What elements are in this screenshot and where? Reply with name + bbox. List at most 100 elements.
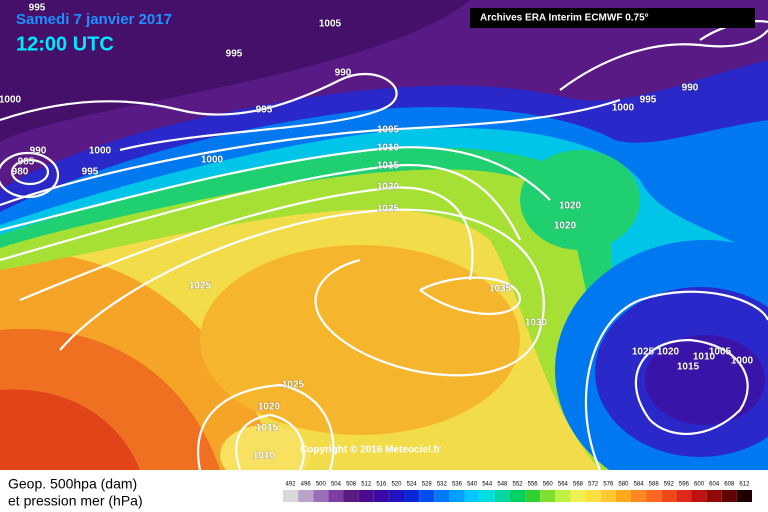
isobar-label: 1010 <box>377 143 400 154</box>
colorbar-label: 520 <box>391 482 402 488</box>
legend-line2: et pression mer (hPa) <box>8 493 143 509</box>
colorbar-swatch <box>464 490 480 502</box>
colorbar-label: 580 <box>618 482 629 488</box>
isobar-label: 1020 <box>377 182 400 193</box>
isobar-label: 980 <box>12 167 29 178</box>
colorbar-label: 588 <box>649 482 660 488</box>
colorbar-label: 604 <box>709 482 720 488</box>
colorbar-label: 496 <box>301 482 312 488</box>
isobar-label: 990 <box>30 146 47 157</box>
isobar-label: 1035 <box>489 284 512 295</box>
isobar-label: 990 <box>335 68 352 79</box>
colorbar-swatch <box>661 490 677 502</box>
isobar-label: 995 <box>226 49 243 60</box>
colorbar-swatch <box>540 490 556 502</box>
legend-line1: Geop. 500hpa (dam) <box>8 476 137 492</box>
colorbar-label: 568 <box>573 482 584 488</box>
isobar-label: 1010 <box>693 352 716 363</box>
isobar-label: 995 <box>82 167 99 178</box>
isobar-label: 1030 <box>525 318 548 329</box>
colorbar-label: 576 <box>603 482 614 488</box>
map-source: Archives ERA Interim ECMWF 0.75° <box>480 13 649 24</box>
colorbar-label: 612 <box>739 482 750 488</box>
colorbar-swatch <box>283 490 299 502</box>
isobar-label: 1000 <box>0 95 22 106</box>
colorbar-label: 564 <box>558 482 569 488</box>
colorbar-label: 508 <box>346 482 357 488</box>
colorbar-swatch <box>646 490 662 502</box>
isobar-label: 1000 <box>201 155 224 166</box>
isobar-label: 1005 <box>319 19 342 30</box>
colorbar-swatch <box>494 490 510 502</box>
colorbar-label: 608 <box>724 482 735 488</box>
colorbar-label: 536 <box>452 482 463 488</box>
colorbar-swatch <box>343 490 359 502</box>
colorbar-swatch <box>570 490 586 502</box>
colorbar-label: 560 <box>543 482 554 488</box>
colorbar-label: 492 <box>286 482 297 488</box>
colorbar-label: 584 <box>634 482 645 488</box>
map-background <box>0 0 768 500</box>
colorbar-swatch <box>509 490 526 502</box>
colorbar-swatch <box>479 490 495 502</box>
colorbar-swatch <box>434 490 450 502</box>
colorbar-label: 500 <box>316 482 327 488</box>
colorbar-swatch <box>721 490 737 502</box>
colorbar-swatch <box>691 490 707 502</box>
isobar-label: 1000 <box>89 146 112 157</box>
isobar-label: 1025 <box>377 204 400 215</box>
isobar-label: 995 <box>29 3 46 14</box>
isobar-label: 1020 <box>657 347 680 358</box>
isobar-label: 1000 <box>612 103 635 114</box>
isobar-label: 1020 <box>258 402 281 413</box>
colorbar-swatch <box>404 490 420 502</box>
isobar-label: 1025 <box>282 380 305 391</box>
colorbar-label: 512 <box>361 482 372 488</box>
colorbar-swatch <box>358 490 374 502</box>
source-box <box>470 8 755 28</box>
map-time: 12:00 UTC <box>16 33 114 55</box>
isobar-label: 1025 <box>632 347 655 358</box>
colorbar-label: 532 <box>437 482 448 488</box>
isobar-label: 1005 <box>709 347 732 358</box>
isobar-label: 1015 <box>677 362 700 373</box>
isobar-labels: 9951005995990100099599098598010009951000… <box>0 2 754 462</box>
colorbar-swatch <box>313 490 329 502</box>
colorbar-swatch <box>706 490 722 502</box>
isobar-label: 1015 <box>256 423 279 434</box>
colorbar-label: 592 <box>664 482 675 488</box>
colorbar-swatch <box>600 490 616 502</box>
colorbar-swatch <box>585 490 601 502</box>
colorbar-swatch <box>388 490 405 502</box>
colorbar-swatch <box>419 490 435 502</box>
colorbar-label: 572 <box>588 482 599 488</box>
isobar-label: 1000 <box>731 356 754 367</box>
colorbar-swatch <box>328 490 344 502</box>
colorbar-label: 528 <box>422 482 433 488</box>
colorbar-label: 552 <box>512 482 523 488</box>
colorbar-label: 540 <box>467 482 478 488</box>
colorbar-label: 556 <box>528 482 539 488</box>
colorbar: 492 496 500 504 508 512 516 520 524 528 532 536 540 5… <box>283 482 752 502</box>
copyright: Copyright © 2016 Meteociel.fr <box>300 445 441 456</box>
isobar-label: 1010 <box>253 451 276 462</box>
colorbar-label: 504 <box>331 482 342 488</box>
colorbar-swatch <box>298 490 314 502</box>
colorbar-swatch <box>615 490 631 502</box>
colorbar-label: 516 <box>376 482 387 488</box>
colorbar-label: 524 <box>407 482 418 488</box>
colorbar-label: 596 <box>679 482 690 488</box>
colorbar-label: 548 <box>497 482 508 488</box>
isobar-label: 1020 <box>559 201 582 212</box>
colorbar-swatch <box>525 490 541 502</box>
map-date: Samedi 7 janvier 2017 <box>16 11 172 28</box>
isobar-label: 1025 <box>189 281 212 292</box>
isobar-label: 990 <box>682 83 699 94</box>
colorbar-label: 600 <box>694 482 705 488</box>
colorbar-label: 544 <box>482 482 493 488</box>
isobar-label: 1020 <box>554 221 577 232</box>
colorbar-swatch <box>449 490 465 502</box>
isobar-label: 995 <box>256 105 273 116</box>
isobar-label: 985 <box>18 157 35 168</box>
colorbar-swatch <box>736 490 752 502</box>
